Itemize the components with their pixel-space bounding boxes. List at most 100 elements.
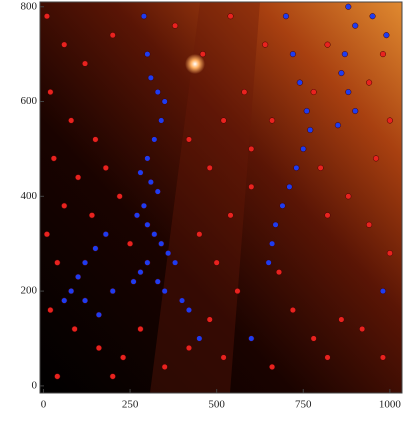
point — [130, 278, 137, 285]
point — [54, 373, 61, 380]
point — [275, 269, 283, 276]
point — [81, 297, 89, 304]
y-tick-label: 0 — [32, 379, 38, 391]
point — [161, 363, 168, 370]
point — [199, 51, 206, 58]
point — [151, 231, 158, 238]
point — [154, 278, 161, 285]
point — [317, 164, 324, 171]
point — [147, 74, 154, 81]
point — [359, 325, 366, 333]
point — [50, 155, 57, 162]
point — [345, 3, 352, 10]
point — [151, 136, 158, 143]
point — [116, 193, 123, 200]
point — [386, 250, 393, 257]
point — [289, 51, 296, 58]
point — [109, 373, 116, 380]
point — [220, 117, 227, 124]
point — [81, 259, 89, 266]
point — [154, 188, 161, 195]
point — [81, 60, 89, 67]
point — [196, 231, 203, 238]
point — [43, 231, 50, 238]
point — [206, 316, 213, 323]
point — [296, 79, 303, 86]
point — [109, 32, 116, 39]
point — [324, 354, 331, 361]
point — [161, 288, 168, 295]
point — [372, 155, 380, 162]
point — [345, 88, 352, 96]
point — [334, 122, 341, 129]
point — [158, 240, 165, 247]
point — [324, 41, 331, 48]
point — [352, 22, 359, 29]
point — [300, 145, 307, 152]
x-tick-label: 1000 — [379, 399, 402, 411]
point — [71, 325, 78, 333]
point — [303, 107, 310, 115]
point — [43, 13, 50, 20]
point — [310, 88, 317, 96]
point — [75, 273, 82, 280]
point — [68, 117, 75, 124]
x-tick-label: 500 — [208, 399, 225, 411]
point — [137, 169, 144, 176]
point — [234, 288, 241, 295]
point — [206, 164, 213, 171]
point — [47, 307, 54, 314]
point — [265, 259, 272, 266]
point — [196, 335, 203, 342]
point — [366, 79, 373, 86]
point — [154, 88, 161, 96]
point — [386, 117, 393, 124]
point — [54, 259, 61, 266]
point — [293, 164, 300, 171]
point — [379, 354, 386, 361]
point — [262, 41, 269, 48]
point — [248, 183, 255, 190]
point — [178, 297, 186, 304]
point — [144, 259, 151, 266]
point — [269, 240, 276, 247]
point — [147, 179, 154, 186]
point — [133, 212, 141, 219]
point — [61, 202, 68, 209]
point — [61, 297, 68, 304]
point — [269, 363, 276, 370]
point — [338, 316, 345, 323]
point — [165, 250, 172, 257]
point — [95, 344, 102, 352]
point — [227, 212, 234, 219]
point — [383, 32, 390, 39]
x-tick-label: 0 — [41, 399, 47, 411]
point — [272, 221, 279, 228]
point — [88, 212, 96, 219]
point — [379, 288, 386, 295]
point — [248, 335, 255, 342]
plot-frame — [39, 1, 403, 394]
point — [307, 126, 314, 134]
point — [92, 136, 99, 143]
point — [324, 212, 331, 219]
point — [286, 183, 293, 190]
point — [241, 88, 248, 96]
point — [227, 13, 234, 20]
y-tick-label: 400 — [21, 190, 38, 202]
x-tick-label: 250 — [122, 399, 139, 411]
point — [75, 174, 82, 181]
point — [140, 202, 147, 209]
point — [109, 288, 116, 295]
point — [289, 307, 296, 314]
point — [92, 245, 99, 252]
point — [144, 155, 151, 162]
point — [341, 51, 348, 58]
point — [248, 145, 255, 152]
point — [144, 51, 151, 58]
point — [102, 164, 109, 171]
point — [220, 354, 227, 361]
point — [161, 98, 168, 105]
point — [127, 240, 134, 247]
